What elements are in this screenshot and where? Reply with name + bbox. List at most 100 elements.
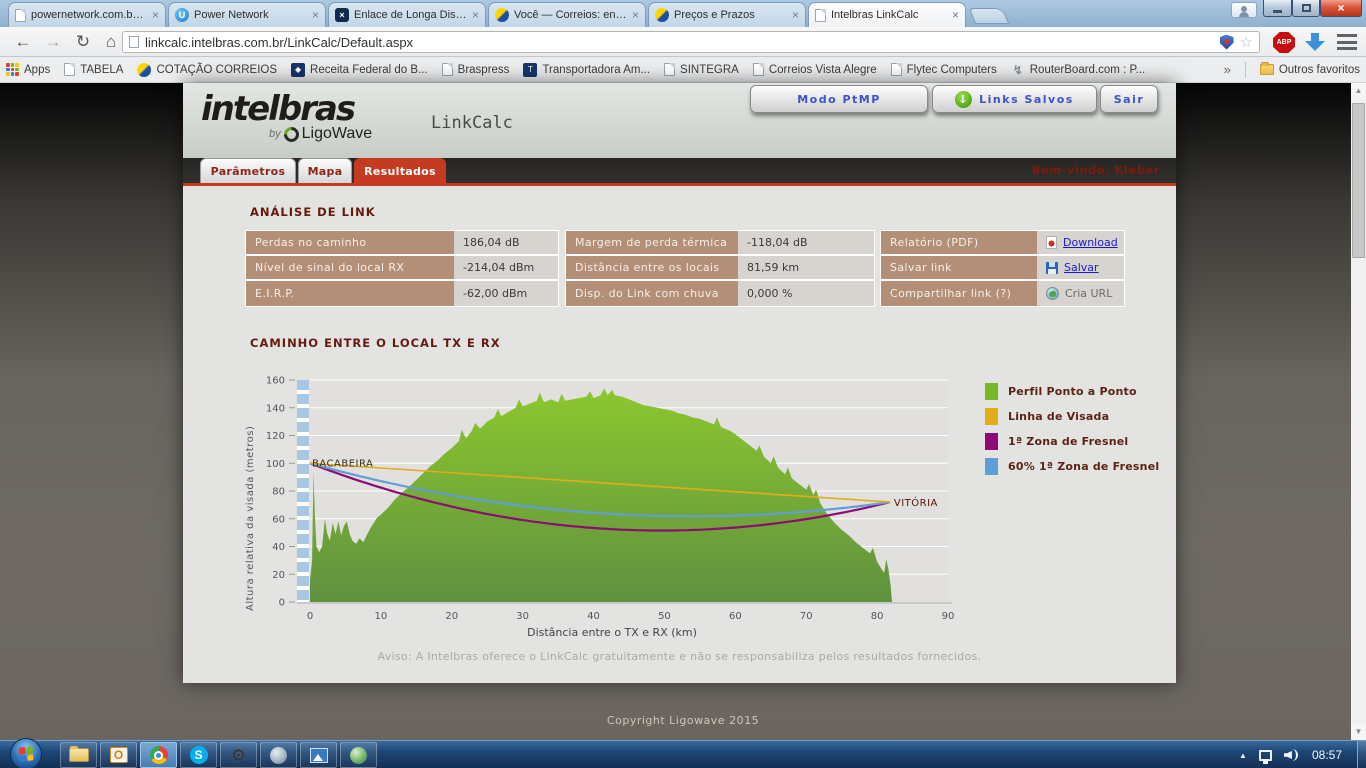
taskbar-app[interactable] <box>340 742 377 768</box>
taskbar-skype[interactable]: S <box>180 742 217 768</box>
minimize-icon <box>1273 9 1282 13</box>
download-pdf-link[interactable]: Download <box>1063 236 1118 249</box>
back-button[interactable]: ← <box>14 32 32 51</box>
new-tab-button[interactable] <box>968 8 1010 24</box>
tab-close-icon[interactable]: × <box>791 8 799 22</box>
tab-parametros[interactable]: Parâmetros <box>200 158 296 183</box>
download-manager-icon[interactable] <box>1305 32 1325 52</box>
tab-close-icon[interactable]: × <box>311 8 319 22</box>
shield-extension-icon[interactable] <box>1219 34 1234 50</box>
svg-text:VITÓRIA: VITÓRIA <box>894 496 938 509</box>
folder-icon <box>68 746 89 762</box>
tab-label: Parâmetros <box>210 164 286 178</box>
bookmark-cotacao-correios[interactable]: COTAÇÃO CORREIOS <box>137 62 277 77</box>
bookmark-flytec[interactable]: Flytec Computers <box>890 63 997 76</box>
tab-precos-prazos[interactable]: Preços e Prazos × <box>648 2 806 27</box>
browser-titlebar: powernetwork.com.br/adr × U Power Networ… <box>0 0 1366 27</box>
taskbar-explorer[interactable] <box>60 742 97 768</box>
links-salvos-button[interactable]: ↓ Links Salvos <box>932 85 1097 113</box>
bookmark-routerboard[interactable]: ↯ RouterBoard.com : P... <box>1011 63 1146 77</box>
url-text[interactable]: linkcalc.intelbras.com.br/LinkCalc/Defau… <box>145 34 414 50</box>
minimize-button[interactable] <box>1263 0 1292 17</box>
address-bar[interactable]: linkcalc.intelbras.com.br/LinkCalc/Defau… <box>122 31 1260 53</box>
bookmark-label: TABELA <box>80 63 124 76</box>
taskbar-photo-viewer[interactable] <box>300 742 337 768</box>
maximize-button[interactable] <box>1292 0 1320 17</box>
close-icon: × <box>1337 1 1345 15</box>
tab-power-network[interactable]: U Power Network × <box>168 2 326 27</box>
svg-text:20: 20 <box>272 570 285 581</box>
tab-mapa[interactable]: Mapa <box>298 158 352 183</box>
tab-close-icon[interactable]: × <box>471 8 479 22</box>
page-favicon <box>64 63 76 76</box>
page-icon <box>129 36 139 48</box>
forward-button[interactable]: → <box>44 32 62 51</box>
gear-icon: ⚙ <box>230 745 247 765</box>
legend-label: Perfil Ponto a Ponto <box>1008 385 1137 398</box>
results-panel: ANÁLISE DE LINK Perdas no caminho 186,04… <box>183 186 1176 683</box>
active-tab-bar <box>183 183 1176 186</box>
chrome-menu-icon[interactable] <box>1337 34 1357 50</box>
cria-url-link[interactable]: Cria URL <box>1065 287 1113 300</box>
tab-resultados[interactable]: Resultados <box>354 158 446 183</box>
salvar-link[interactable]: Salvar <box>1064 261 1099 274</box>
bookmark-transportadora[interactable]: T Transportadora Am... <box>523 62 650 77</box>
tab-title: Power Network <box>194 9 269 21</box>
linkcalc-page: intelbras by LigoWave LinkCalc Modo PtMP… <box>183 83 1176 683</box>
bookmark-apps[interactable]: Apps <box>6 63 50 76</box>
bookmark-sintegra[interactable]: SINTEGRA <box>664 63 739 76</box>
taskbar-clock[interactable]: 08:57 <box>1311 748 1342 762</box>
hidden-icons-arrow[interactable]: ▲ <box>1239 750 1247 760</box>
page-favicon <box>815 8 826 22</box>
welcome-message: Bem-vindo, Kleber <box>1031 163 1160 177</box>
taskbar-outlook[interactable]: O <box>100 742 137 768</box>
scroll-up-icon[interactable]: ▲ <box>1351 83 1366 99</box>
taskbar-chrome[interactable] <box>140 742 177 768</box>
taskbar-settings[interactable]: ⚙ <box>220 742 257 768</box>
metric-label: Distância entre os locais <box>566 256 738 279</box>
taskbar-google-earth[interactable] <box>260 742 297 768</box>
folder-icon <box>1259 62 1274 75</box>
action-label: Relatório (PDF) <box>881 231 1037 254</box>
home-button[interactable]: ⌂ <box>105 32 117 51</box>
tab-close-icon[interactable]: × <box>951 8 959 22</box>
page-scrollbar[interactable]: ▲ ▼ <box>1351 83 1366 740</box>
divider <box>1244 61 1246 78</box>
modo-ptmp-button[interactable]: Modo PtMP <box>750 85 928 113</box>
speaker-icon[interactable] <box>1284 749 1300 761</box>
network-icon[interactable] <box>1258 749 1272 764</box>
adblock-plus-icon[interactable]: ABP <box>1273 32 1295 53</box>
bookmarks-overflow-icon[interactable]: » <box>1223 62 1231 77</box>
bookmark-tabela[interactable]: TABELA <box>64 63 123 76</box>
scrollbar-thumb[interactable] <box>1352 103 1365 258</box>
tab-correios[interactable]: Você — Correios: encome × <box>488 2 646 27</box>
browser-toolbar: ← → ↻ ⌂ linkcalc.intelbras.com.br/LinkCa… <box>0 27 1366 57</box>
tab-title: Preços e Prazos <box>674 9 755 21</box>
tab-enlace[interactable]: × Enlace de Longa Distancia × <box>328 2 486 27</box>
tab-close-icon[interactable]: × <box>631 8 639 22</box>
tab-intelbras-linkcalc[interactable]: Intelbras LinkCalc × <box>808 2 966 27</box>
bookmark-braspress[interactable]: Braspress <box>441 63 509 76</box>
show-desktop-button[interactable] <box>1357 741 1366 768</box>
table-row: Perdas no caminho 186,04 dB <box>246 231 558 256</box>
bookmark-receita-federal[interactable]: ◆ Receita Federal do B... <box>291 62 428 77</box>
green-download-icon: ↓ <box>955 90 973 108</box>
copyright-text: Copyright Ligowave 2015 <box>606 714 760 727</box>
bookmark-correios-vista-alegre[interactable]: Correios Vista Alegre <box>752 63 877 76</box>
metrics-table-2: Margem de perda térmica -118,04 dB Distâ… <box>565 230 875 307</box>
metric-value: -118,04 dB <box>738 231 874 254</box>
app-nav: Parâmetros Mapa Resultados Bem-vindo, Kl… <box>183 158 1176 183</box>
tab-close-icon[interactable]: × <box>151 8 159 22</box>
other-bookmarks-folder[interactable]: Outros favoritos <box>1259 62 1360 76</box>
metric-value: 186,04 dB <box>454 231 558 254</box>
tab-powernetwork-admin[interactable]: powernetwork.com.br/adr × <box>8 2 166 27</box>
transportadora-favicon: T <box>523 62 538 77</box>
bookmark-star-icon[interactable]: ☆ <box>1239 33 1253 51</box>
profile-button[interactable] <box>1231 2 1257 18</box>
start-button[interactable] <box>10 738 42 768</box>
scroll-down-icon[interactable]: ▼ <box>1351 724 1366 740</box>
close-button[interactable]: × <box>1320 0 1362 17</box>
sair-button[interactable]: Sair <box>1100 85 1158 113</box>
tab-strip: powernetwork.com.br/adr × U Power Networ… <box>8 2 1010 27</box>
reload-button[interactable]: ↻ <box>75 32 91 51</box>
